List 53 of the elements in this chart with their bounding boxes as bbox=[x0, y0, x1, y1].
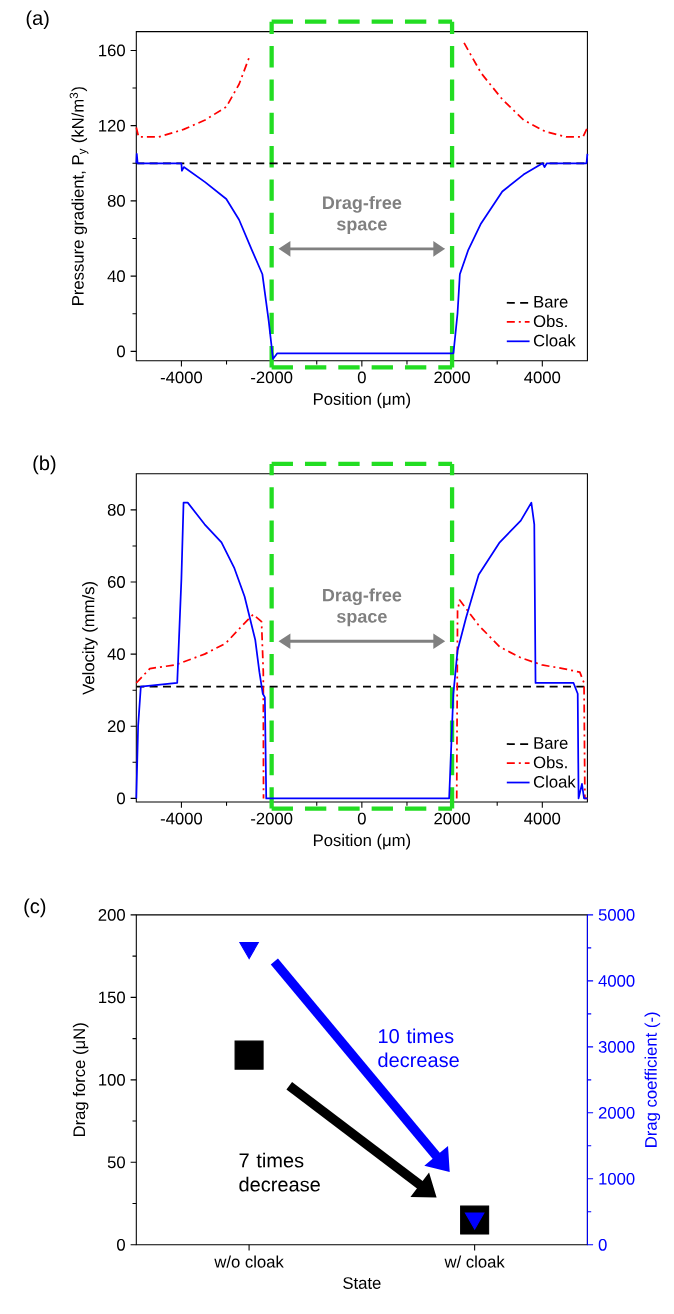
x-tick-label: 0 bbox=[357, 371, 366, 384]
y-tick-label: 160 bbox=[99, 44, 126, 57]
x-tick-label: w/ cloak bbox=[444, 1255, 505, 1268]
annotation: Drag-free space bbox=[323, 588, 402, 627]
annotation: 7 times decrease bbox=[239, 1152, 320, 1192]
y2-axis-title: Drag coefficient (-) bbox=[644, 1012, 661, 1147]
y2-tick-label: 0 bbox=[598, 1238, 607, 1251]
y-tick-label: 0 bbox=[117, 345, 126, 358]
chart-title: (a) bbox=[26, 10, 49, 30]
y-tick-label: 40 bbox=[107, 270, 126, 283]
legend-label: Bare bbox=[534, 296, 568, 308]
x-tick-label: 2000 bbox=[434, 371, 471, 384]
x-tick-label: 4000 bbox=[524, 371, 561, 384]
legend-label: Cloak bbox=[534, 775, 576, 788]
x-tick-label: -4000 bbox=[160, 812, 203, 825]
x-tick-label: -2000 bbox=[251, 812, 293, 825]
chart-title: (c) bbox=[24, 898, 46, 918]
y-tick-label: 0 bbox=[117, 792, 126, 805]
y2-tick-label: 5000 bbox=[598, 909, 635, 921]
y-axis-title: Drag force (μN) bbox=[72, 1023, 89, 1137]
y-tick-label: 200 bbox=[98, 909, 126, 921]
legend-label: Obs. bbox=[533, 756, 567, 769]
y-tick-label: 0 bbox=[117, 1238, 126, 1251]
x-tick-label: -4000 bbox=[160, 371, 203, 384]
x-tick-label: w/o cloak bbox=[214, 1255, 284, 1268]
y-tick-label: 40 bbox=[107, 648, 126, 661]
y2-tick-label: 3000 bbox=[598, 1040, 635, 1053]
x-tick-label: 4000 bbox=[524, 812, 561, 825]
annotation: Drag-free space bbox=[323, 195, 402, 235]
y2-tick-label: 2000 bbox=[599, 1106, 635, 1119]
x-tick-label: -2000 bbox=[251, 371, 293, 384]
legend-label: Cloak bbox=[534, 334, 576, 347]
x-tick-label: 2000 bbox=[434, 812, 471, 825]
x-tick-label: 0 bbox=[357, 812, 366, 825]
x-axis-title: Position (μm) bbox=[314, 833, 411, 850]
y-axis-title: Pressure gradient, P$_{y}$ (kN/m$^{3}$) bbox=[69, 87, 89, 305]
x-axis-title: State bbox=[343, 1277, 381, 1289]
x-axis-title: Position (μm) bbox=[314, 392, 411, 409]
legend-label: Obs. bbox=[533, 314, 567, 328]
y-tick-label: 100 bbox=[99, 1073, 126, 1086]
y-tick-label: 20 bbox=[108, 720, 126, 733]
annotation: 10 times decrease bbox=[378, 1028, 459, 1068]
y-tick-label: 80 bbox=[107, 195, 126, 207]
y2-tick-label: 4000 bbox=[598, 974, 635, 987]
y-tick-label: 60 bbox=[108, 576, 126, 588]
y2-tick-label: 1000 bbox=[599, 1172, 635, 1185]
y-tick-label: 80 bbox=[107, 503, 126, 516]
legend-label: Bare bbox=[534, 737, 568, 749]
y-tick-label: 50 bbox=[107, 1156, 126, 1169]
y-tick-label: 150 bbox=[99, 991, 126, 1004]
y-tick-label: 120 bbox=[99, 119, 126, 132]
chart-title: (b) bbox=[33, 455, 56, 475]
y-axis-title: Velocity (mm/s) bbox=[82, 582, 98, 695]
